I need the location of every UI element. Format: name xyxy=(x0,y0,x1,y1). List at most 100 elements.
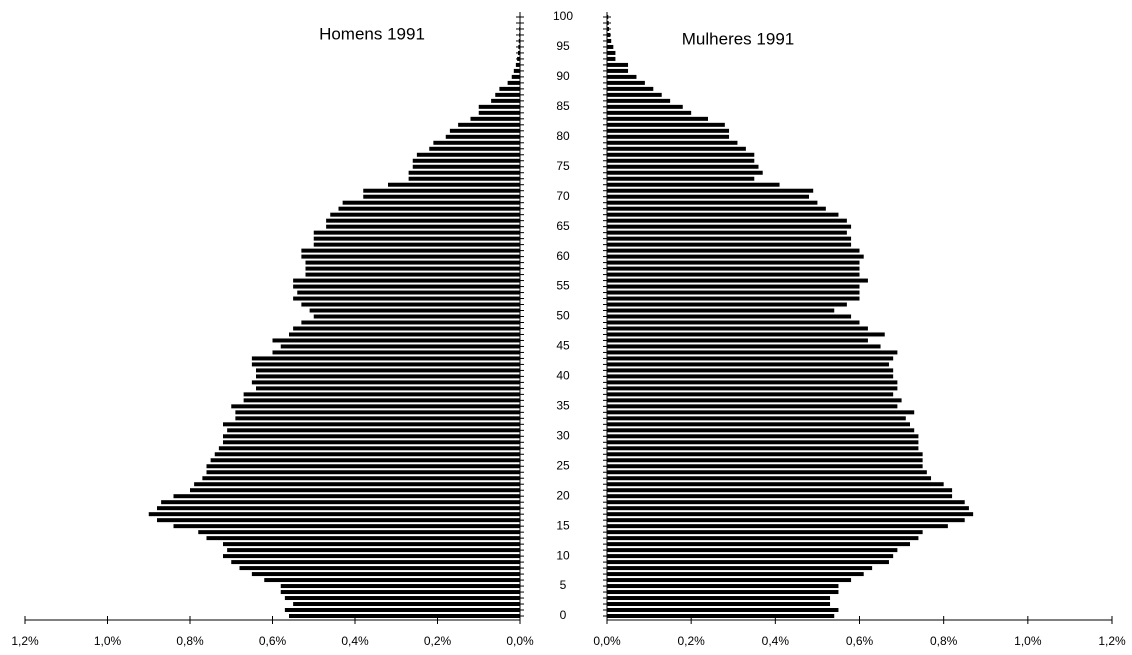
bar xyxy=(607,362,889,367)
bar xyxy=(243,392,520,397)
bar xyxy=(326,218,520,223)
bar xyxy=(507,80,520,85)
bar xyxy=(607,200,818,205)
bar xyxy=(433,140,520,145)
bar xyxy=(231,560,520,565)
x-tick-label: 1,0% xyxy=(94,634,122,648)
bar xyxy=(607,506,969,511)
bar xyxy=(313,236,520,241)
bar xyxy=(301,302,520,307)
bar xyxy=(206,470,520,475)
bar xyxy=(607,146,746,151)
bar xyxy=(293,296,520,301)
bar xyxy=(607,560,889,565)
bar xyxy=(607,320,860,325)
bar xyxy=(607,296,860,301)
age-label: 90 xyxy=(556,69,570,83)
bar xyxy=(607,242,852,247)
bar xyxy=(607,272,860,277)
bar xyxy=(173,524,520,529)
bar xyxy=(607,464,923,469)
bar xyxy=(607,140,738,145)
bar xyxy=(256,368,520,373)
bar xyxy=(214,452,520,457)
bar xyxy=(607,446,919,451)
bar xyxy=(511,74,520,79)
bar xyxy=(607,518,965,523)
bar xyxy=(607,128,730,133)
bar xyxy=(607,98,671,103)
bar xyxy=(607,290,860,295)
age-label: 85 xyxy=(556,99,570,113)
bar xyxy=(607,614,835,618)
bar xyxy=(445,134,520,139)
bar xyxy=(607,578,852,583)
x-tick-label: 0,4% xyxy=(341,634,369,648)
age-label: 35 xyxy=(556,399,570,413)
bar xyxy=(607,218,847,223)
bar xyxy=(607,434,919,439)
bar xyxy=(293,602,520,607)
bar xyxy=(210,458,520,463)
bar xyxy=(293,326,520,331)
bar xyxy=(607,332,885,337)
age-label: 20 xyxy=(556,488,570,502)
bar xyxy=(607,284,860,289)
bar xyxy=(607,512,974,517)
bar xyxy=(607,152,755,157)
bar xyxy=(227,548,520,553)
bar xyxy=(607,410,915,415)
bar xyxy=(607,212,839,217)
bar xyxy=(607,110,692,115)
age-label: 70 xyxy=(556,189,570,203)
bar xyxy=(607,236,852,241)
bar xyxy=(301,320,520,325)
bar xyxy=(218,446,520,451)
bar xyxy=(607,350,898,355)
bar xyxy=(227,428,520,433)
bar xyxy=(607,122,725,127)
bar xyxy=(190,488,520,493)
bar xyxy=(412,164,520,169)
bar xyxy=(251,356,520,361)
bar xyxy=(607,554,894,559)
bar xyxy=(251,380,520,385)
bar xyxy=(607,80,645,85)
bar xyxy=(607,92,662,97)
bar xyxy=(607,224,852,229)
bar xyxy=(223,434,520,439)
bar xyxy=(607,386,898,391)
x-tick-label: 0,8% xyxy=(930,634,958,648)
bar xyxy=(206,536,520,541)
age-label: 15 xyxy=(556,518,570,532)
bar xyxy=(470,116,520,121)
bar xyxy=(280,344,520,349)
bar xyxy=(607,302,847,307)
bar xyxy=(607,116,708,121)
bar xyxy=(223,554,520,559)
bar xyxy=(607,404,898,409)
bar xyxy=(272,338,520,343)
bar xyxy=(607,452,923,457)
x-tick-label: 0,2% xyxy=(677,634,705,648)
bar xyxy=(305,266,520,271)
bar xyxy=(429,146,520,151)
bar xyxy=(148,512,520,517)
bar xyxy=(607,542,910,547)
bar xyxy=(342,200,520,205)
bar xyxy=(173,494,520,499)
bar xyxy=(408,170,520,175)
bar xyxy=(607,392,894,397)
bar xyxy=(607,440,919,445)
bar xyxy=(449,128,520,133)
bar xyxy=(607,188,814,193)
bar xyxy=(309,308,520,313)
bar xyxy=(607,608,839,613)
bar xyxy=(198,530,520,535)
bar xyxy=(607,86,654,91)
bar xyxy=(231,404,520,409)
x-tick-label: 0,2% xyxy=(424,634,452,648)
bar xyxy=(478,110,520,115)
bar xyxy=(305,272,520,277)
bar xyxy=(338,206,520,211)
